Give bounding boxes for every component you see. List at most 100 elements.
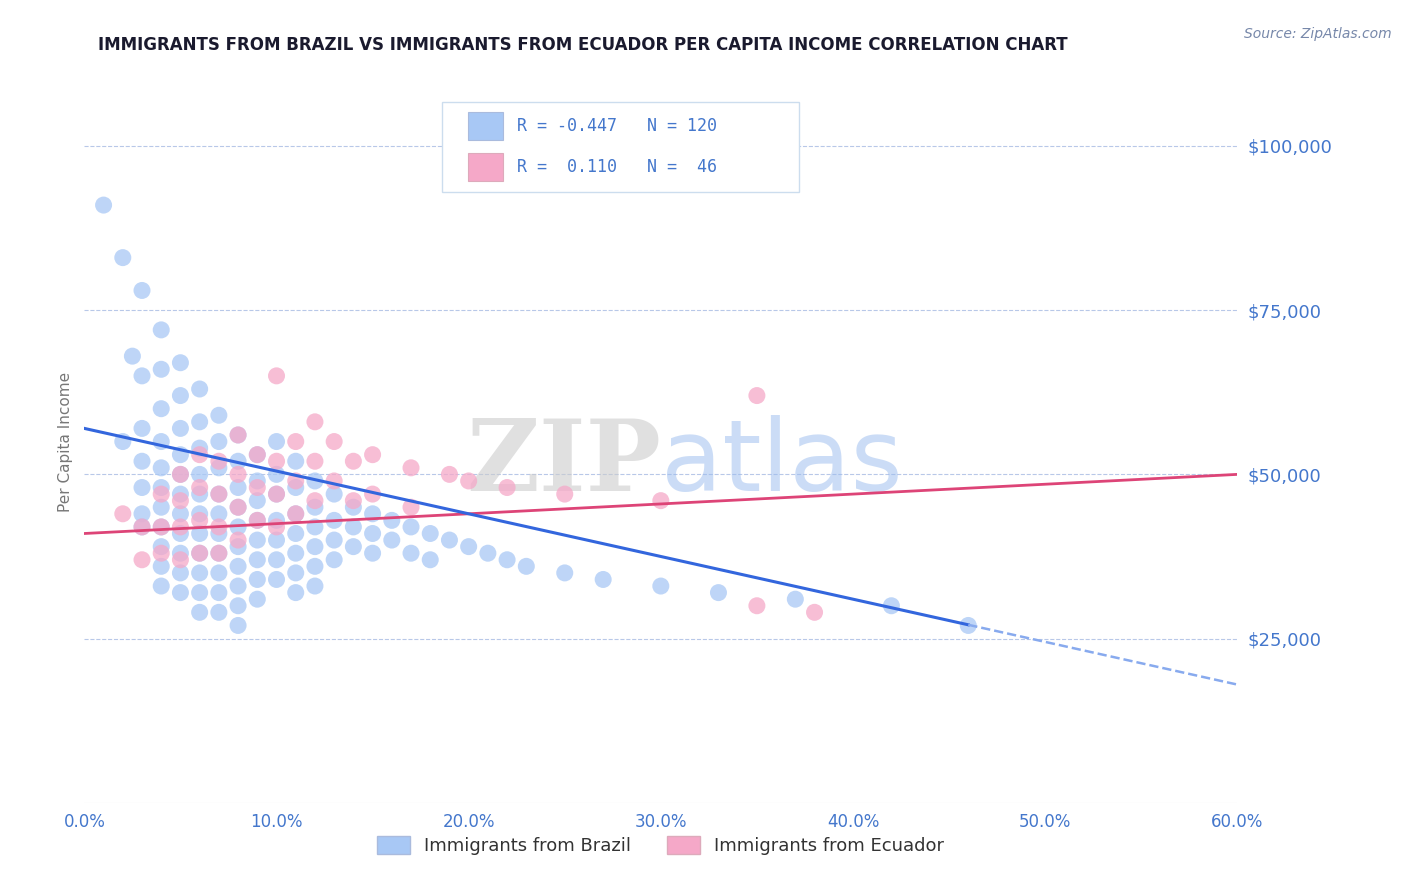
Point [304,500,326,515]
Point [150,460,173,475]
Point [284,434,307,449]
Point [707,585,730,599]
Point [266,533,288,547]
Point [150,487,173,501]
Point [226,481,249,495]
Point [226,467,249,482]
Point [246,533,269,547]
Point [150,481,173,495]
Point [745,388,768,402]
Point [150,559,173,574]
Point [342,454,364,468]
Point [266,467,288,482]
Point [246,481,269,495]
Point [284,507,307,521]
Point [169,520,191,534]
Point [399,520,422,534]
Point [131,553,153,567]
Point [169,388,191,402]
Point [246,513,269,527]
Point [188,546,211,560]
Point [111,434,134,449]
Bar [468,112,503,139]
Point [226,428,249,442]
Point [304,493,326,508]
Point [304,579,326,593]
Point [246,448,269,462]
Point [150,520,173,534]
Point [304,540,326,554]
Point [246,513,269,527]
Point [304,559,326,574]
Point [399,460,422,475]
Point [150,540,173,554]
Point [266,487,288,501]
Point [208,460,231,475]
Point [399,546,422,560]
Point [419,553,441,567]
Point [188,481,211,495]
Point [188,507,211,521]
Point [361,507,384,521]
Point [284,526,307,541]
Point [226,500,249,515]
Point [169,356,191,370]
Point [131,507,153,521]
Point [284,474,307,488]
Point [457,540,479,554]
Point [650,579,672,593]
Point [496,553,519,567]
Point [131,520,153,534]
Point [323,487,346,501]
Point [226,533,249,547]
Point [93,198,115,212]
Point [323,533,346,547]
Point [304,474,326,488]
FancyBboxPatch shape [441,102,799,193]
Point [323,474,346,488]
Point [515,559,537,574]
Point [208,487,231,501]
Point [188,513,211,527]
Bar [468,153,503,181]
Point [266,487,288,501]
Point [745,599,768,613]
Point [188,585,211,599]
Point [188,605,211,619]
Point [477,546,499,560]
Point [208,434,231,449]
Point [208,566,231,580]
Text: atlas: atlas [661,415,903,512]
Point [803,605,825,619]
Point [188,487,211,501]
Point [131,368,153,383]
Point [226,454,249,468]
Point [131,481,153,495]
Point [785,592,807,607]
Point [304,454,326,468]
Point [188,415,211,429]
Point [188,526,211,541]
Point [226,599,249,613]
Point [131,520,153,534]
Point [592,573,614,587]
Point [150,579,173,593]
Point [361,546,384,560]
Text: Source: ZipAtlas.com: Source: ZipAtlas.com [1244,27,1392,41]
Point [208,546,231,560]
Point [188,546,211,560]
Point [342,540,364,554]
Point [304,415,326,429]
Point [169,585,191,599]
Point [266,513,288,527]
Point [121,349,143,363]
Point [342,500,364,515]
Point [226,500,249,515]
Point [266,553,288,567]
Point [208,487,231,501]
Point [226,428,249,442]
Point [169,467,191,482]
Point [208,520,231,534]
Point [188,448,211,462]
Point [342,520,364,534]
